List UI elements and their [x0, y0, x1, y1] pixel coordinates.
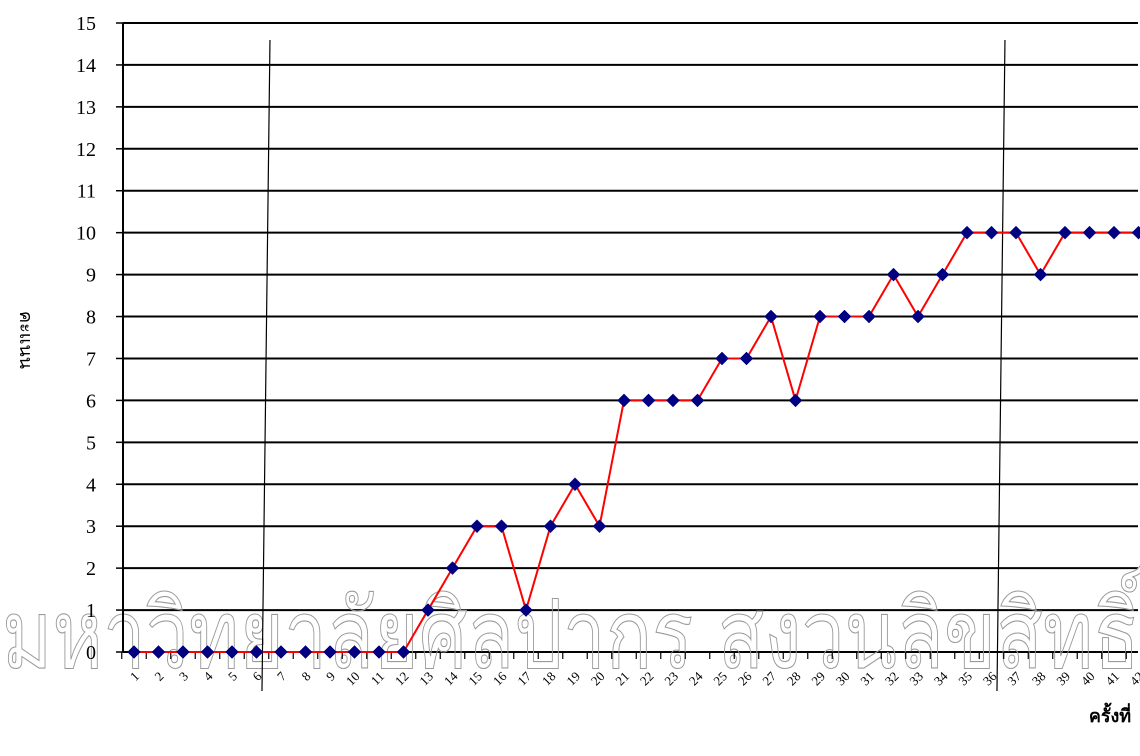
data-point — [1059, 226, 1072, 239]
data-point — [863, 310, 876, 323]
data-point — [1034, 268, 1047, 281]
y-tick-label: 3 — [86, 516, 96, 538]
data-point — [936, 268, 949, 281]
data-point — [667, 394, 680, 407]
y-tick-label: 1 — [86, 600, 96, 622]
grid-layer — [123, 23, 1138, 652]
data-point — [838, 310, 851, 323]
y-axis-label: คะแนน — [15, 311, 36, 369]
data-point — [691, 394, 704, 407]
y-tick-label: 5 — [86, 432, 96, 454]
data-point — [1010, 226, 1023, 239]
data-point — [618, 394, 631, 407]
y-tick-label: 4 — [86, 474, 96, 496]
data-point — [471, 520, 484, 533]
y-tick-label: 7 — [86, 348, 96, 370]
y-tick-label: 13 — [76, 97, 96, 119]
y-tick-label: 15 — [76, 13, 96, 35]
y-tick-label: 2 — [86, 558, 96, 580]
data-point — [887, 268, 900, 281]
y-tick-label: 0 — [86, 642, 96, 664]
axis-layer — [116, 23, 1126, 659]
data-point — [593, 520, 606, 533]
data-point — [985, 226, 998, 239]
data-point — [569, 478, 582, 491]
y-tick-label: 8 — [86, 307, 96, 329]
x-axis-label: ครั้งที่ — [1089, 702, 1131, 727]
data-point — [495, 520, 508, 533]
data-point — [740, 352, 753, 365]
data-point — [814, 310, 827, 323]
data-point — [544, 520, 557, 533]
data-point — [789, 394, 802, 407]
data-point — [765, 310, 778, 323]
y-tick-label: 6 — [86, 390, 96, 412]
data-point — [961, 226, 974, 239]
data-point — [1108, 226, 1121, 239]
y-tick-label: 10 — [76, 223, 96, 245]
data-point — [912, 310, 925, 323]
data-point — [446, 562, 459, 575]
y-tick-label: 9 — [86, 265, 96, 287]
data-point — [716, 352, 729, 365]
data-point — [1132, 226, 1140, 239]
y-tick-label: 12 — [76, 139, 96, 161]
data-point — [1083, 226, 1096, 239]
y-tick-label: 14 — [76, 55, 96, 77]
data-point — [642, 394, 655, 407]
y-tick-label: 11 — [77, 181, 96, 203]
